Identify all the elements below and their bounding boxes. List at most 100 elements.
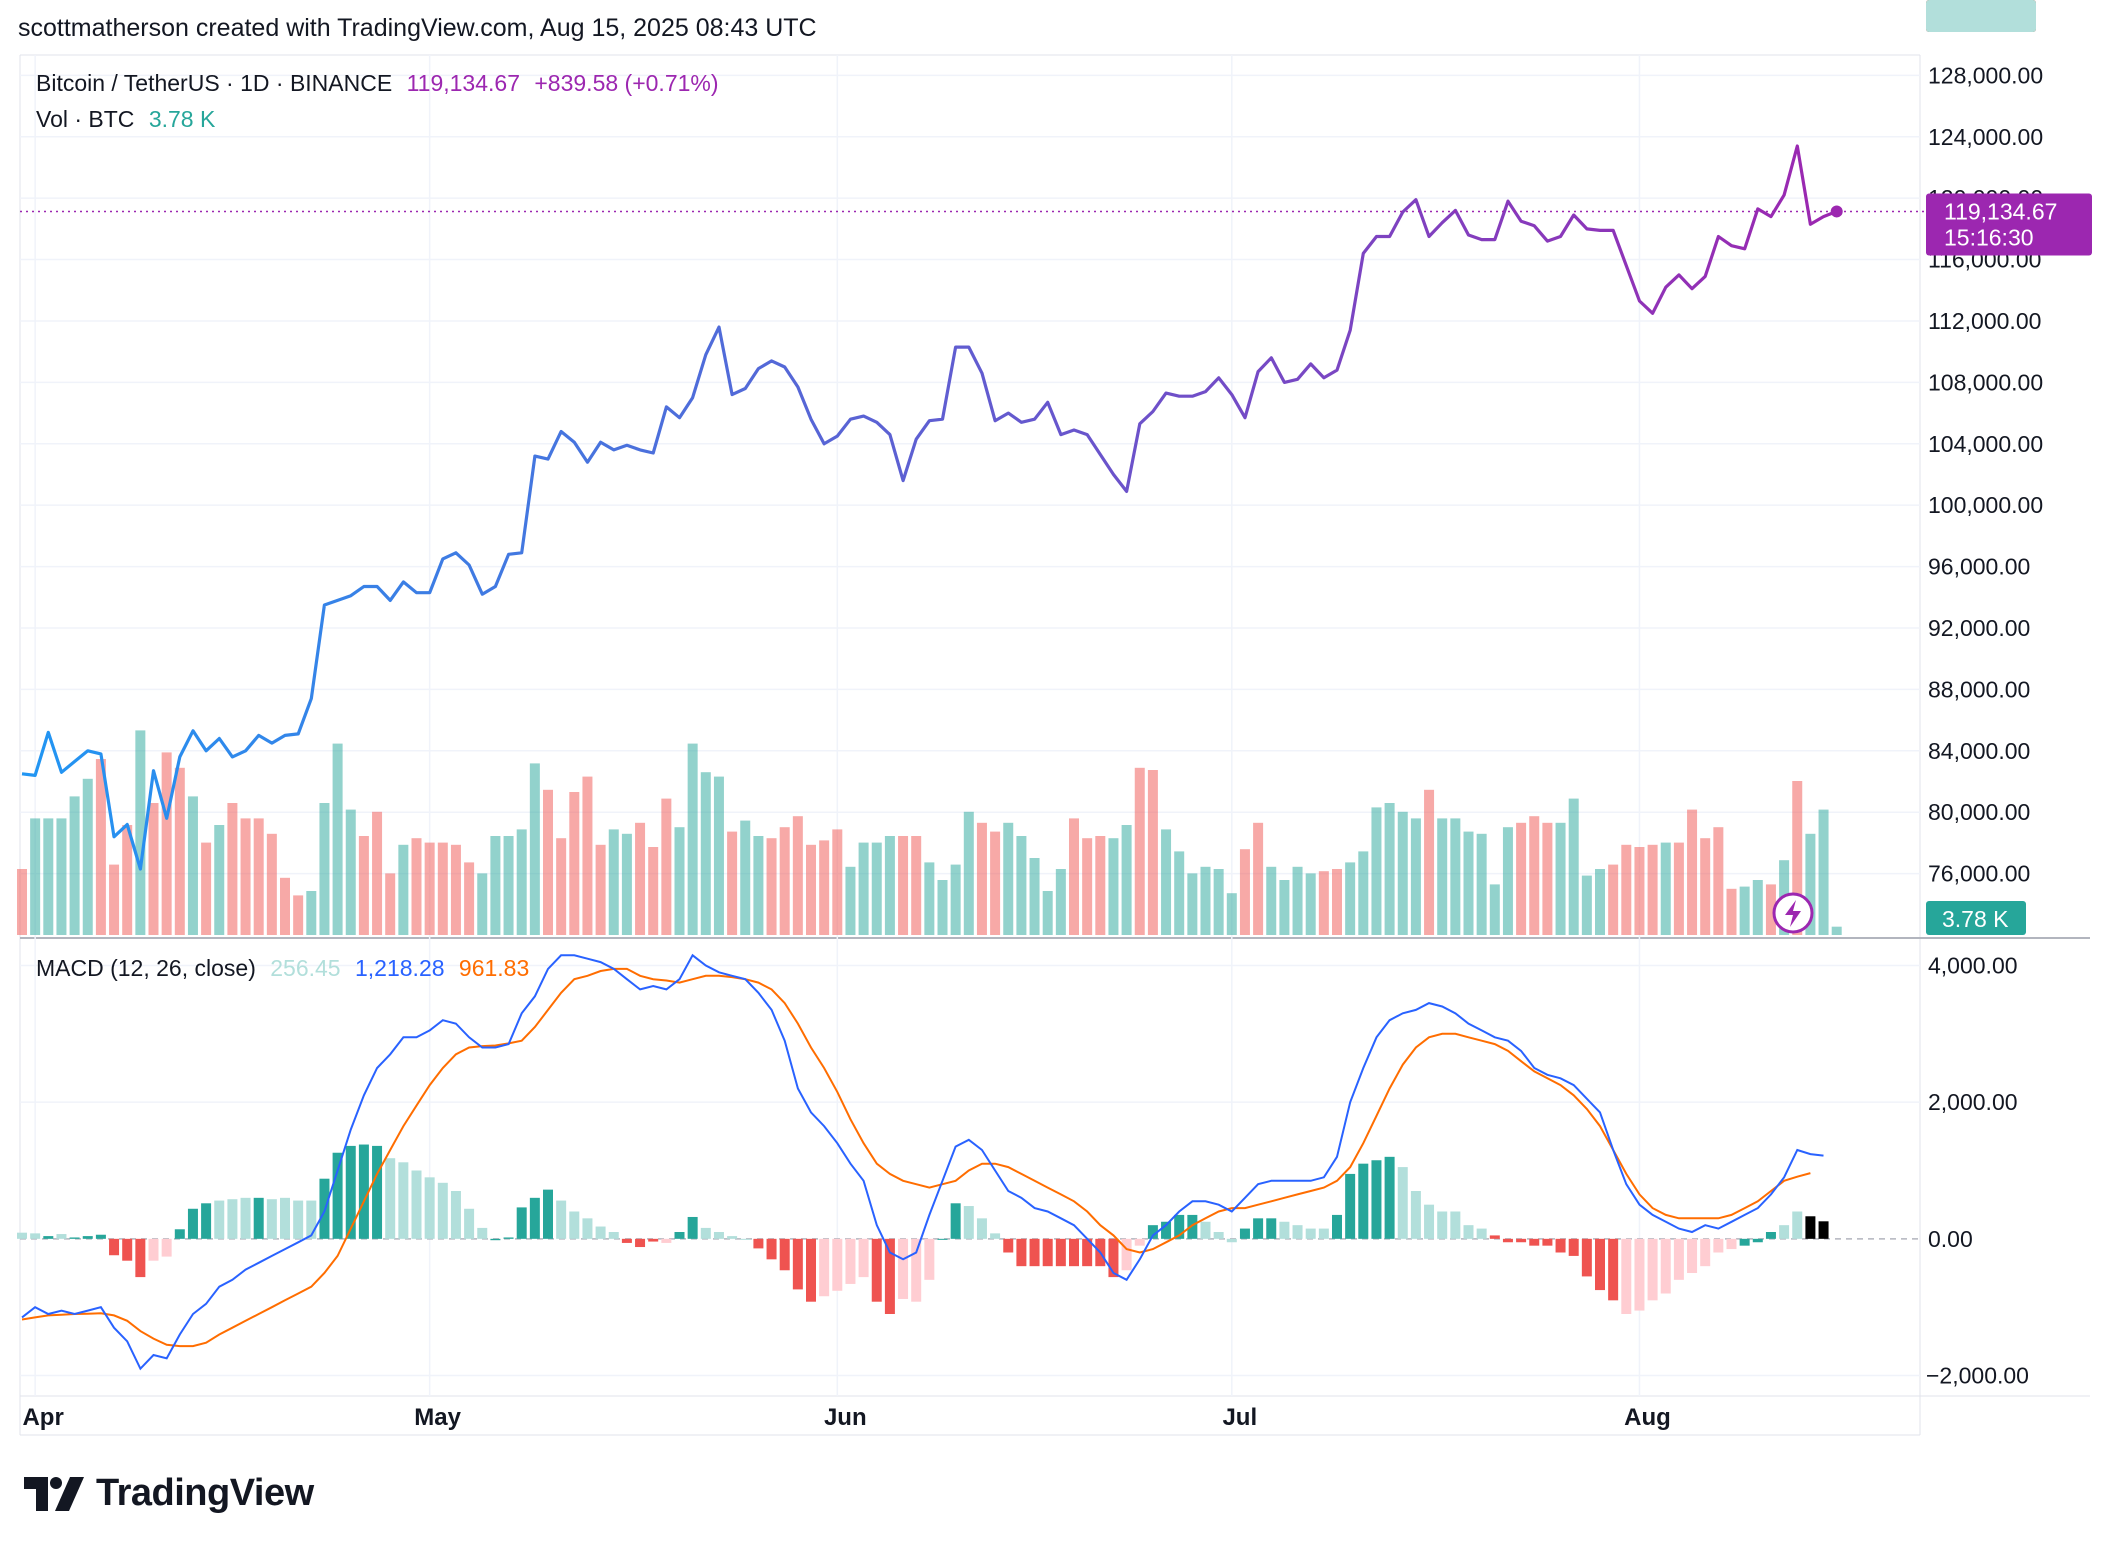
macd-signal-line bbox=[21, 967, 1811, 1348]
volume-bar bbox=[753, 836, 764, 935]
macd-histogram-bar bbox=[1476, 1228, 1487, 1239]
price-tick-label: 80,000.00 bbox=[1928, 799, 2030, 825]
volume-bar bbox=[950, 864, 961, 935]
volume-bar bbox=[1713, 827, 1724, 935]
macd-histogram-bar bbox=[490, 1238, 501, 1241]
macd-histogram-bar bbox=[740, 1238, 751, 1240]
macd-histogram-bar bbox=[1647, 1238, 1658, 1301]
macd-histogram-bar bbox=[990, 1233, 1001, 1239]
volume-bar bbox=[293, 895, 304, 935]
volume-bar bbox=[1332, 869, 1342, 935]
volume-bar bbox=[1581, 875, 1592, 935]
volume-bar bbox=[1016, 836, 1027, 935]
macd-histogram-bar bbox=[345, 1145, 356, 1239]
price-legend: Bitcoin / TetherUS · 1D · BINANCE 119,13… bbox=[36, 70, 727, 97]
macd-histogram-bar bbox=[621, 1238, 632, 1243]
volume-bar bbox=[266, 833, 277, 935]
macd-histogram-bar bbox=[1397, 1167, 1408, 1239]
macd-histogram-bar bbox=[1042, 1238, 1053, 1267]
volume-bar bbox=[1121, 825, 1132, 935]
macd-histogram-bar bbox=[82, 1236, 93, 1239]
macd-histogram-bar bbox=[1424, 1204, 1435, 1239]
volume-bar bbox=[1568, 798, 1579, 935]
volume-bar bbox=[1647, 844, 1658, 935]
header-caption: scottmatherson created with TradingView.… bbox=[18, 14, 817, 42]
macd-histogram-bar bbox=[1489, 1235, 1500, 1239]
volume-bar bbox=[1147, 770, 1158, 935]
volume-bar bbox=[924, 862, 935, 935]
macd-legend: MACD (12, 26, close) 256.45 1,218.28 961… bbox=[36, 955, 537, 982]
volume-bar bbox=[1042, 891, 1053, 935]
macd-tick-label: 2,000.00 bbox=[1928, 1089, 2018, 1115]
volume-bar bbox=[845, 866, 856, 935]
macd-histogram-bar bbox=[792, 1238, 803, 1290]
macd-histogram-bar bbox=[1555, 1238, 1566, 1253]
price-tick-label: 112,000.00 bbox=[1928, 308, 2041, 334]
volume-bar bbox=[240, 818, 251, 935]
volume-bar bbox=[1200, 866, 1211, 935]
macd-histogram-bar bbox=[122, 1238, 133, 1261]
volume-bar bbox=[1463, 831, 1474, 935]
macd-histogram-bar bbox=[1437, 1211, 1448, 1239]
macd-histogram-bar bbox=[1069, 1238, 1079, 1267]
volume-bar bbox=[1318, 871, 1329, 935]
volume-bar bbox=[17, 869, 27, 935]
macd-line bbox=[21, 953, 1824, 1371]
volume-bar bbox=[477, 873, 488, 935]
macd-histogram-bar bbox=[1792, 1211, 1803, 1239]
price-tick-label: 128,000.00 bbox=[1928, 62, 2043, 88]
volume-bar bbox=[109, 864, 120, 935]
volume-bar bbox=[411, 838, 422, 935]
volume-bar bbox=[1555, 822, 1566, 935]
macd-histogram-bar bbox=[214, 1200, 225, 1239]
macd-histogram-bar bbox=[1266, 1218, 1277, 1239]
price-tick-label: 96,000.00 bbox=[1928, 554, 2030, 580]
macd-histogram-bar bbox=[1739, 1238, 1750, 1246]
macd-histogram-bar bbox=[806, 1238, 816, 1302]
macd-histogram-bar bbox=[1568, 1238, 1579, 1256]
volume-bar bbox=[319, 803, 330, 935]
macd-histogram-bar bbox=[779, 1238, 790, 1271]
volume-bar bbox=[1253, 822, 1264, 935]
volume-bar bbox=[556, 838, 567, 935]
volume-value: 3.78 K bbox=[148, 106, 216, 132]
macd-histogram-bar bbox=[227, 1199, 238, 1239]
volume-bar bbox=[1437, 818, 1448, 935]
volume-bar bbox=[937, 880, 948, 935]
macd-histogram-bar bbox=[976, 1218, 987, 1239]
volume-bar bbox=[69, 796, 80, 935]
symbol-label: Bitcoin / TetherUS · 1D · BINANCE bbox=[36, 70, 393, 96]
chart-grid bbox=[19, 54, 2090, 1436]
macd-histogram-bar bbox=[648, 1238, 659, 1242]
macd-histogram-bar bbox=[201, 1203, 212, 1239]
chart-canvas[interactable]: 76,000.00 80,000.00 84,000.00 88,000.00 92,0… bbox=[0, 0, 2108, 1440]
macd-hist-value: 256.45 bbox=[270, 955, 341, 981]
price-tick-label: 124,000.00 bbox=[1928, 124, 2043, 150]
macd-histogram-bar bbox=[1332, 1214, 1342, 1239]
volume-bar bbox=[1174, 851, 1185, 935]
macd-histogram-bar bbox=[582, 1218, 593, 1239]
volume-bar bbox=[1345, 862, 1356, 935]
macd-histogram-bar bbox=[687, 1216, 698, 1239]
macd-histogram-bar bbox=[1529, 1238, 1540, 1246]
volume-bar bbox=[1752, 880, 1763, 935]
volume-badge bbox=[1926, 901, 2026, 935]
price-tick-label: 84,000.00 bbox=[1928, 738, 2030, 764]
price-value: 119,134.67 bbox=[406, 70, 520, 96]
time-tick-label: Jul bbox=[1222, 1404, 1257, 1431]
volume-bar bbox=[1226, 893, 1237, 935]
volume-bar bbox=[1187, 873, 1198, 935]
macd-histogram-bar bbox=[148, 1238, 159, 1261]
macd-histogram-bar bbox=[477, 1227, 488, 1239]
macd-histogram-bar bbox=[1660, 1238, 1671, 1294]
volume-bar bbox=[385, 873, 396, 935]
macd-histogram-bar bbox=[1621, 1238, 1632, 1314]
volume-bar bbox=[82, 778, 93, 935]
macd-histogram-bar bbox=[1253, 1218, 1264, 1239]
volume-bar bbox=[1305, 873, 1316, 935]
volume-bar bbox=[345, 809, 356, 935]
macd-line-value: 1,218.28 bbox=[355, 955, 445, 981]
volume-bar bbox=[687, 743, 698, 935]
volume-bar bbox=[450, 844, 461, 935]
macd-histogram-bar bbox=[516, 1207, 527, 1239]
